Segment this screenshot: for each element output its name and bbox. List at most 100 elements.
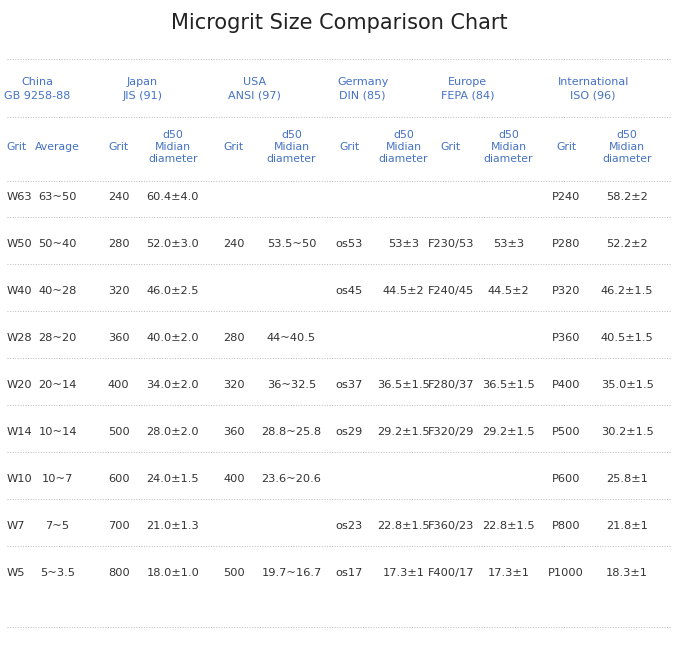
Text: P400: P400 [552,380,580,390]
Text: 46.0±2.5: 46.0±2.5 [146,286,199,296]
Text: 360: 360 [223,427,245,437]
Text: 44~40.5: 44~40.5 [267,333,316,343]
Text: 280: 280 [223,333,245,343]
Text: 40~28: 40~28 [39,286,77,296]
Text: 240: 240 [108,192,129,202]
Text: 500: 500 [223,568,245,579]
Text: 29.2±1.5: 29.2±1.5 [482,427,535,437]
Text: 18.3±1: 18.3±1 [606,568,648,579]
Text: 58.2±2: 58.2±2 [606,192,648,202]
Text: Grit: Grit [339,142,359,152]
Text: 52.2±2: 52.2±2 [606,239,648,249]
Text: 320: 320 [108,286,129,296]
Text: os45: os45 [336,286,363,296]
Text: d50
Midian
diameter: d50 Midian diameter [148,130,198,164]
Text: 500: 500 [108,427,129,437]
Text: F280/37: F280/37 [428,380,474,390]
Text: Average: Average [35,142,80,152]
Text: 52.0±3.0: 52.0±3.0 [146,239,199,249]
Text: 60.4±4.0: 60.4±4.0 [146,192,199,202]
Text: 5~3.5: 5~3.5 [40,568,75,579]
Text: 240: 240 [223,239,245,249]
Text: F360/23: F360/23 [428,521,474,531]
Text: 53.5~50: 53.5~50 [266,239,317,249]
Text: 28~20: 28~20 [39,333,77,343]
Text: International
ISO (96): International ISO (96) [557,77,629,101]
Text: os29: os29 [336,427,363,437]
Text: 17.3±1: 17.3±1 [382,568,424,579]
Text: 36~32.5: 36~32.5 [267,380,316,390]
Text: F240/45: F240/45 [428,286,474,296]
Text: os37: os37 [336,380,363,390]
Text: 10~14: 10~14 [39,427,77,437]
Text: W50: W50 [7,239,33,249]
Text: W7: W7 [7,521,25,531]
Text: os23: os23 [336,521,363,531]
Text: 46.2±1.5: 46.2±1.5 [601,286,654,296]
Text: Europe
FEPA (84): Europe FEPA (84) [441,77,494,101]
Text: 34.0±2.0: 34.0±2.0 [146,380,199,390]
Text: 44.5±2: 44.5±2 [487,286,530,296]
Text: W40: W40 [7,286,33,296]
Text: 19.7~16.7: 19.7~16.7 [262,568,321,579]
Text: P1000: P1000 [549,568,584,579]
Text: W28: W28 [7,333,33,343]
Text: 360: 360 [108,333,129,343]
Text: 28.8~25.8: 28.8~25.8 [262,427,321,437]
Text: 53±3: 53±3 [388,239,419,249]
Text: Germany
DIN (85): Germany DIN (85) [337,77,388,101]
Text: 17.3±1: 17.3±1 [487,568,530,579]
Text: P360: P360 [552,333,580,343]
Text: P800: P800 [552,521,580,531]
Text: 30.2±1.5: 30.2±1.5 [601,427,654,437]
Text: 21.8±1: 21.8±1 [606,521,648,531]
Text: F400/17: F400/17 [428,568,474,579]
Text: 21.0±1.3: 21.0±1.3 [146,521,199,531]
Text: 10~7: 10~7 [42,474,73,484]
Text: Grit: Grit [224,142,244,152]
Text: d50
Midian
diameter: d50 Midian diameter [602,130,652,164]
Text: 280: 280 [108,239,129,249]
Text: 35.0±1.5: 35.0±1.5 [601,380,654,390]
Text: d50
Midian
diameter: d50 Midian diameter [483,130,534,164]
Text: W10: W10 [7,474,33,484]
Text: 53±3: 53±3 [493,239,524,249]
Text: 36.5±1.5: 36.5±1.5 [377,380,430,390]
Text: d50
Midian
diameter: d50 Midian diameter [266,130,317,164]
Text: 600: 600 [108,474,129,484]
Text: 29.2±1.5: 29.2±1.5 [377,427,430,437]
Text: 22.8±1.5: 22.8±1.5 [482,521,535,531]
Text: Japan
JIS (91): Japan JIS (91) [123,77,162,101]
Text: 40.5±1.5: 40.5±1.5 [601,333,654,343]
Text: P320: P320 [552,286,580,296]
Text: d50
Midian
diameter: d50 Midian diameter [378,130,428,164]
Text: 44.5±2: 44.5±2 [382,286,424,296]
Text: F320/29: F320/29 [428,427,474,437]
Text: 320: 320 [223,380,245,390]
Text: 23.6~20.6: 23.6~20.6 [262,474,321,484]
Text: W5: W5 [7,568,25,579]
Text: 20~14: 20~14 [39,380,77,390]
Text: 700: 700 [108,521,129,531]
Text: Grit: Grit [556,142,576,152]
Text: 28.0±2.0: 28.0±2.0 [146,427,199,437]
Text: 24.0±1.5: 24.0±1.5 [146,474,199,484]
Text: Grit: Grit [108,142,129,152]
Text: 800: 800 [108,568,129,579]
Text: W63: W63 [7,192,33,202]
Text: 18.0±1.0: 18.0±1.0 [146,568,199,579]
Text: os53: os53 [336,239,363,249]
Text: 36.5±1.5: 36.5±1.5 [482,380,535,390]
Text: China
GB 9258-88: China GB 9258-88 [4,77,71,101]
Text: W20: W20 [7,380,33,390]
Text: 40.0±2.0: 40.0±2.0 [146,333,199,343]
Text: W14: W14 [7,427,33,437]
Text: 7~5: 7~5 [45,521,70,531]
Text: 63~50: 63~50 [39,192,77,202]
Text: USA
ANSI (97): USA ANSI (97) [228,77,281,101]
Text: F230/53: F230/53 [428,239,474,249]
Text: Grit: Grit [7,142,27,152]
Text: 50~40: 50~40 [39,239,77,249]
Text: P280: P280 [552,239,580,249]
Text: P600: P600 [552,474,580,484]
